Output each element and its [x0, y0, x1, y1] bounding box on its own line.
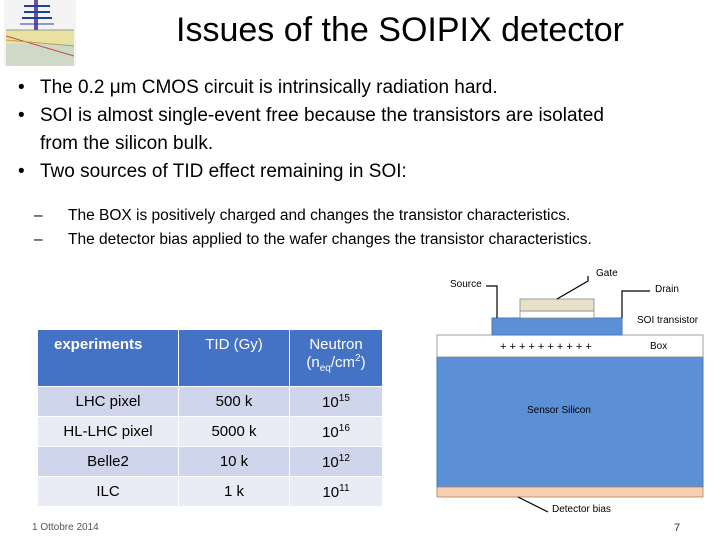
neutron-base: 10: [322, 393, 339, 411]
bias-contact: [436, 486, 704, 498]
header-neutron-sup: 2: [355, 353, 361, 364]
neutron-exp: 16: [338, 422, 350, 434]
table-row: ILC 1 k 1011: [38, 476, 382, 506]
cell-experiment: ILC: [38, 476, 179, 506]
header-tid: TID (Gy): [178, 330, 290, 387]
neutron-base: 10: [322, 453, 339, 471]
box-charges: + + + + + + + + + +: [500, 341, 592, 353]
cell-neutron: 1012: [289, 446, 382, 477]
soi-transistor-layer: [491, 317, 623, 336]
page-title: Issues of the SOIPIX detector: [176, 11, 624, 49]
drain-label: Drain: [655, 284, 679, 295]
header-experiments: experiments: [38, 330, 179, 387]
header-neutron-sub: eq: [319, 363, 331, 374]
neutron-exp: 12: [338, 452, 350, 464]
bullet-continuation: from the silicon bulk.: [18, 130, 708, 158]
header-neutron-close: ): [360, 354, 366, 371]
header-neutron-unit: /cm: [330, 354, 356, 371]
sub-bullet-item: – The BOX is positively charged and chan…: [34, 204, 714, 228]
sensor-silicon-region: [436, 356, 704, 488]
header-neutron: Neutron (neq/cm2): [289, 330, 382, 387]
neutron-base: 10: [322, 423, 339, 441]
bullet-text: from the silicon bulk.: [40, 133, 214, 154]
sub-bullet-item: – The detector bias applied to the wafer…: [34, 228, 714, 252]
header-neutron-n: (n: [306, 354, 320, 371]
gate-label: Gate: [596, 268, 618, 279]
bullet-list: • The 0.2 μm CMOS circuit is intrinsical…: [18, 74, 708, 186]
gate-wire: [556, 276, 589, 300]
footer-date: 1 Ottobre 2014: [32, 522, 99, 533]
bullet-text: SOI is almost single-event free because …: [40, 105, 604, 126]
cell-tid: 500 k: [178, 386, 290, 417]
sub-bullet-marker: –: [34, 231, 43, 248]
bullet-text: Two sources of TID effect remaining in S…: [40, 161, 407, 182]
bullet-marker: •: [18, 77, 25, 98]
sensor-silicon-label: Sensor Silicon: [527, 405, 591, 416]
bias-wire: [517, 496, 549, 513]
table-header-row: experiments TID (Gy) Neutron (neq/cm2): [38, 330, 382, 387]
sub-bullet-marker: –: [34, 207, 43, 224]
cell-neutron: 1015: [289, 386, 382, 417]
table-row: Belle2 10 k 1012: [38, 446, 382, 477]
cell-neutron: 1016: [289, 416, 382, 447]
drain-wire: [621, 290, 650, 318]
page-number: 7: [674, 522, 681, 534]
cell-tid: 5000 k: [178, 416, 290, 447]
source-wire: [486, 285, 498, 318]
cell-experiment: HL-LHC pixel: [38, 416, 179, 447]
neutron-exp: 11: [339, 482, 350, 494]
bullet-marker: •: [18, 161, 25, 182]
header-neutron-label: Neutron: [309, 336, 363, 353]
gate-oxide: [519, 310, 595, 319]
sub-bullet-text: The detector bias applied to the wafer c…: [68, 231, 592, 248]
radiation-table: experiments TID (Gy) Neutron (neq/cm2) L…: [38, 330, 382, 506]
source-label: Source: [450, 279, 482, 290]
sub-bullet-text: The BOX is positively charged and change…: [68, 207, 571, 224]
soi-transistor-label: SOI transistor: [637, 315, 699, 326]
sub-bullet-list: – The BOX is positively charged and chan…: [34, 204, 714, 252]
soi-structure-logo: [4, 0, 76, 66]
neutron-base: 10: [322, 483, 340, 501]
table-row: HL-LHC pixel 5000 k 1016: [38, 416, 382, 447]
table-row: LHC pixel 500 k 1015: [38, 386, 382, 417]
neutron-exp: 15: [338, 392, 350, 404]
bullet-item: • Two sources of TID effect remaining in…: [18, 158, 708, 186]
bullet-marker: •: [18, 105, 25, 126]
cell-experiment: LHC pixel: [38, 386, 179, 417]
gate-electrode: [519, 298, 595, 312]
box-label: Box: [650, 341, 668, 352]
bullet-text: The 0.2 μm CMOS circuit is intrinsically…: [40, 77, 498, 98]
bullet-item: • The 0.2 μm CMOS circuit is intrinsical…: [18, 74, 708, 102]
cell-neutron: 1011: [289, 476, 382, 506]
detector-bias-label: Detector bias: [552, 504, 611, 515]
cell-tid: 10 k: [178, 446, 290, 477]
bullet-item: • SOI is almost single-event free becaus…: [18, 102, 708, 130]
cell-tid: 1 k: [178, 476, 290, 506]
cell-experiment: Belle2: [38, 446, 179, 477]
